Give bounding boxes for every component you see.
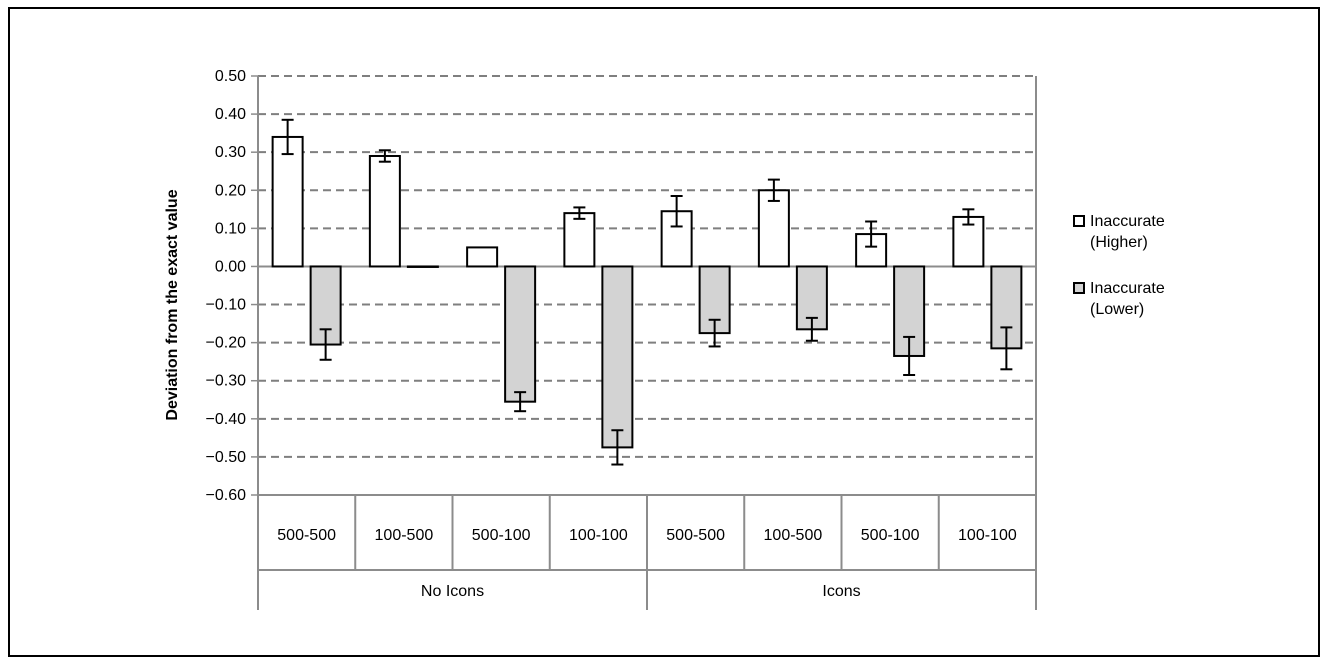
bars xyxy=(271,135,1023,449)
y-tick-label: 0.10 xyxy=(215,220,246,237)
y-axis-label: Deviation from the exact value xyxy=(164,189,181,420)
y-tick-label: 0.40 xyxy=(215,106,246,123)
bar xyxy=(601,265,634,449)
y-tick-label: 0.50 xyxy=(215,68,246,85)
y-tick-label: −0.50 xyxy=(206,449,247,466)
y-tick-label: 0.30 xyxy=(215,144,246,161)
x-category-label: 500-100 xyxy=(861,527,920,544)
legend-swatch xyxy=(1073,215,1085,227)
legend-label: (Lower) xyxy=(1090,301,1144,318)
y-tick-label: −0.30 xyxy=(206,373,247,390)
legend-label: Inaccurate xyxy=(1090,213,1165,230)
x-category-label: 100-500 xyxy=(375,527,434,544)
x-category-label: 100-500 xyxy=(764,527,823,544)
x-category-label: 100-100 xyxy=(958,527,1017,544)
x-category-label: 500-100 xyxy=(472,527,531,544)
x-category-label: 500-500 xyxy=(277,527,336,544)
legend-label: Inaccurate xyxy=(1090,280,1165,297)
y-tick-label: −0.40 xyxy=(206,411,247,428)
bar xyxy=(757,189,790,268)
y-tick-label: 0.00 xyxy=(215,258,246,275)
y-tick-label: −0.20 xyxy=(206,335,247,352)
legend: Inaccurate (Higher) Inaccurate (Lower) xyxy=(1073,213,1165,318)
y-tick-labels: 0.50 0.40 0.30 0.20 0.10 0.00 −0.10 −0.20 −0.30 −… xyxy=(206,68,247,504)
y-tick-label: 0.20 xyxy=(215,182,246,199)
bar xyxy=(368,154,401,268)
bar xyxy=(271,135,304,268)
bar xyxy=(406,265,439,268)
legend-swatch xyxy=(1073,282,1085,294)
bar xyxy=(563,212,596,268)
x-category-label: 500-500 xyxy=(666,527,725,544)
error-bars xyxy=(281,118,1013,466)
bar xyxy=(504,265,537,403)
x-category-labels: 500-500 100-500 500-100 100-100 500-500 100-5… xyxy=(277,527,1017,600)
y-tick-label: −0.60 xyxy=(206,487,247,504)
x-group-label: Icons xyxy=(822,583,860,600)
legend-label: (Higher) xyxy=(1090,234,1148,251)
bar xyxy=(466,246,499,268)
x-category-label: 100-100 xyxy=(569,527,628,544)
x-group-label: No Icons xyxy=(421,583,484,600)
y-tick-label: −0.10 xyxy=(206,297,247,314)
chart-frame xyxy=(8,7,1320,657)
